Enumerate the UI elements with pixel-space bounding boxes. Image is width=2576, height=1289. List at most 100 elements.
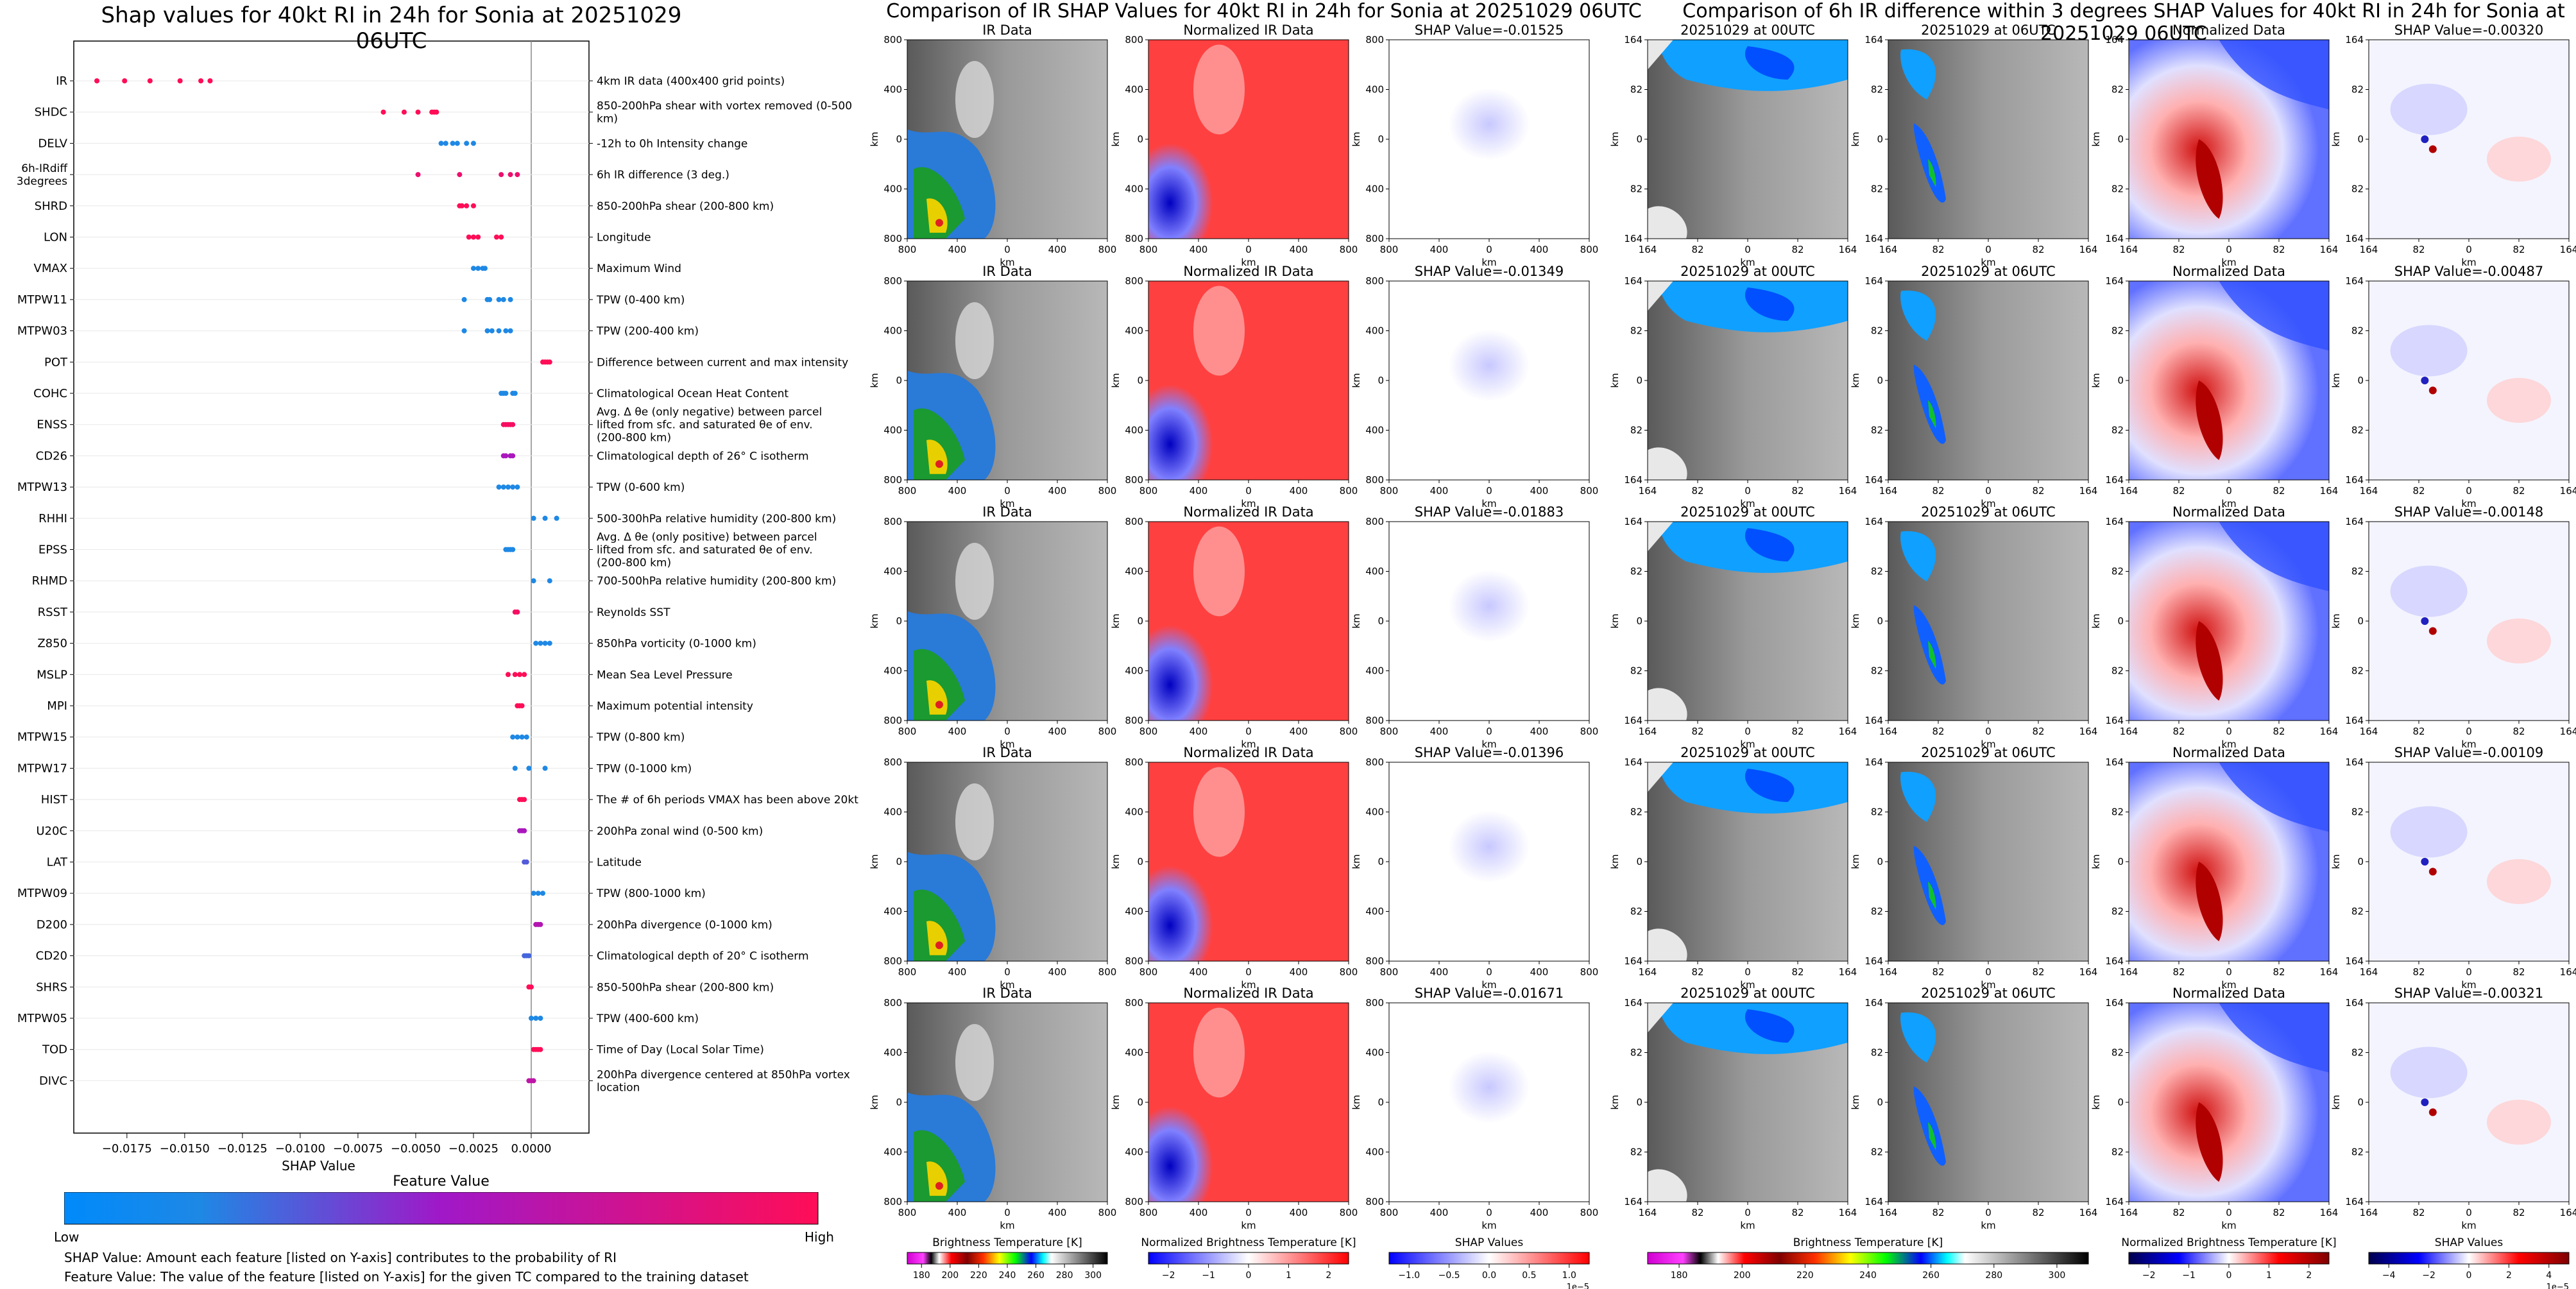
shap-point (401, 109, 407, 115)
x-tick-label: 82 (1791, 726, 1804, 737)
x-axis-label: km (2221, 979, 2236, 991)
y-tick-label: 800 (1365, 34, 1384, 46)
y-tick-label: 164 (2105, 715, 2124, 726)
y-tick-label: 164 (2105, 756, 2124, 768)
y-axis-label: km (1110, 1095, 1122, 1109)
x-tick-label: 400 (1290, 966, 1308, 978)
y-tick-label: 0 (2357, 133, 2364, 145)
shap-point (531, 891, 536, 896)
normalized-ir-image (1148, 281, 1349, 480)
x-tick-label: 800 (1580, 726, 1599, 737)
x-axis-label: km (1241, 979, 1256, 991)
x-tick-label: 164 (1639, 1207, 1657, 1218)
x-axis-label: km (1241, 257, 1256, 268)
x-tick-label: 164 (2560, 966, 2576, 978)
y-tick-label: 0 (2357, 856, 2364, 867)
ir-shap-image (1389, 281, 1589, 480)
x-tick-label: 164 (2320, 244, 2339, 255)
shap-point (438, 141, 444, 146)
colorbar-tick-label: 220 (1796, 1270, 1814, 1281)
x-axis-label: km (2221, 1220, 2236, 1231)
y-tick-label: 0 (896, 856, 902, 867)
x-tick-label: 164 (2560, 1207, 2576, 1218)
y-tick-label: 164 (2345, 34, 2364, 46)
ir-06utc-image (1888, 762, 2088, 961)
shap-point (519, 734, 525, 740)
y-tick-label: 0 (2357, 615, 2364, 627)
x-tick-label: 82 (2172, 244, 2185, 255)
x-axis-label: SHAP Value (282, 1158, 355, 1174)
y-tick-label: 800 (883, 756, 902, 768)
y-tick-label: 800 (883, 275, 902, 287)
shap-value-title: SHAP Value=-0.00321 (2394, 986, 2544, 1001)
y-tick-label: 0 (896, 375, 902, 386)
x-tick-label: 82 (1791, 1207, 1804, 1218)
y-tick-label: 800 (1365, 997, 1384, 1009)
feature-name-label: DIVC (39, 1074, 67, 1088)
ir-normalized-colorbar: Normalized Brightness Temperature [K] −2 −… (1141, 1236, 1356, 1281)
x-axis-label: km (1000, 738, 1014, 750)
x-tick-label: 400 (1048, 244, 1067, 255)
x-tick-label: 800 (1340, 244, 1358, 255)
feature-description-label: 6h IR difference (3 deg.) (597, 169, 729, 182)
y-axis-label: km (1351, 1095, 1362, 1109)
y-tick-label: 400 (883, 566, 902, 577)
feature-description-label: Reynolds SST (597, 606, 670, 619)
y-tick-label: 800 (883, 1196, 902, 1208)
y-tick-label: 82 (1871, 906, 1883, 918)
x-tick-label: 0 (1004, 726, 1011, 737)
x-tick-label: 400 (1530, 244, 1549, 255)
feature-description-label: TPW (0-800 km) (596, 731, 685, 744)
y-tick-label: 0 (1636, 375, 1642, 386)
panel-title: IR Data (982, 986, 1032, 1001)
x-tick-label: 164 (1639, 726, 1657, 737)
shap-point (198, 78, 204, 83)
colorbar-tick-label: 240 (999, 1270, 1016, 1281)
shap-point (522, 828, 527, 833)
y-axis-label: km (2090, 613, 2102, 628)
shap-point (461, 296, 467, 302)
y-axis-label: km (1850, 132, 1861, 146)
feature-description-label: (200-800 km) (597, 557, 671, 570)
x-axis-label: km (1241, 738, 1256, 750)
feature-description-label: Mean Sea Level Pressure (597, 669, 733, 681)
y-tick-label: 164 (2345, 955, 2364, 967)
low-label: Low (54, 1229, 80, 1245)
x-tick-label: 400 (1190, 966, 1208, 978)
y-tick-label: 82 (1630, 1047, 1642, 1059)
x-tick-label: 800 (1139, 1207, 1158, 1218)
y-tick-label: 82 (1871, 425, 1883, 436)
y-tick-label: 164 (1624, 474, 1642, 486)
x-tick-label: 800 (1580, 485, 1599, 497)
x-tick-label: 800 (1139, 726, 1158, 737)
shap-point (470, 203, 476, 209)
x-tick-label: 400 (1430, 966, 1449, 978)
y-tick-label: 800 (883, 997, 902, 1009)
y-tick-label: 0 (1137, 615, 1143, 627)
diff-shap-image (2369, 281, 2569, 480)
x-tick-label: 0 (1744, 244, 1751, 255)
feature-name-label: RSST (38, 606, 68, 619)
shap-value-title: SHAP Value=-0.01396 (1415, 745, 1564, 760)
y-tick-label: 800 (1125, 233, 1143, 244)
panel-title: 20251029 at 00UTC (1680, 264, 1815, 279)
feature-description-label: Maximum Wind (597, 262, 681, 275)
shap-value-title: SHAP Value=-0.01349 (1415, 264, 1564, 279)
x-tick-label: 0 (1004, 244, 1011, 255)
shap-point (207, 78, 213, 83)
x-tick-label: 82 (2273, 726, 2285, 737)
shap-point (542, 640, 548, 646)
colorbar-label: SHAP Values (2435, 1236, 2503, 1249)
y-tick-label: 164 (2105, 474, 2124, 486)
x-tick-label: 164 (2560, 244, 2576, 255)
x-tick-label: 800 (1098, 966, 1117, 978)
x-tick-label: 164 (1879, 966, 1898, 978)
y-axis-label: km (1110, 854, 1122, 869)
x-axis-label: km (2461, 257, 2476, 268)
y-axis-label: km (1850, 854, 1861, 869)
x-tick-label: 164 (1839, 244, 1857, 255)
y-tick-label: 82 (1871, 1047, 1883, 1059)
normalized-ir-image (1148, 1003, 1349, 1202)
y-tick-label: 164 (2105, 233, 2124, 244)
x-tick-label: 0 (1486, 485, 1492, 497)
